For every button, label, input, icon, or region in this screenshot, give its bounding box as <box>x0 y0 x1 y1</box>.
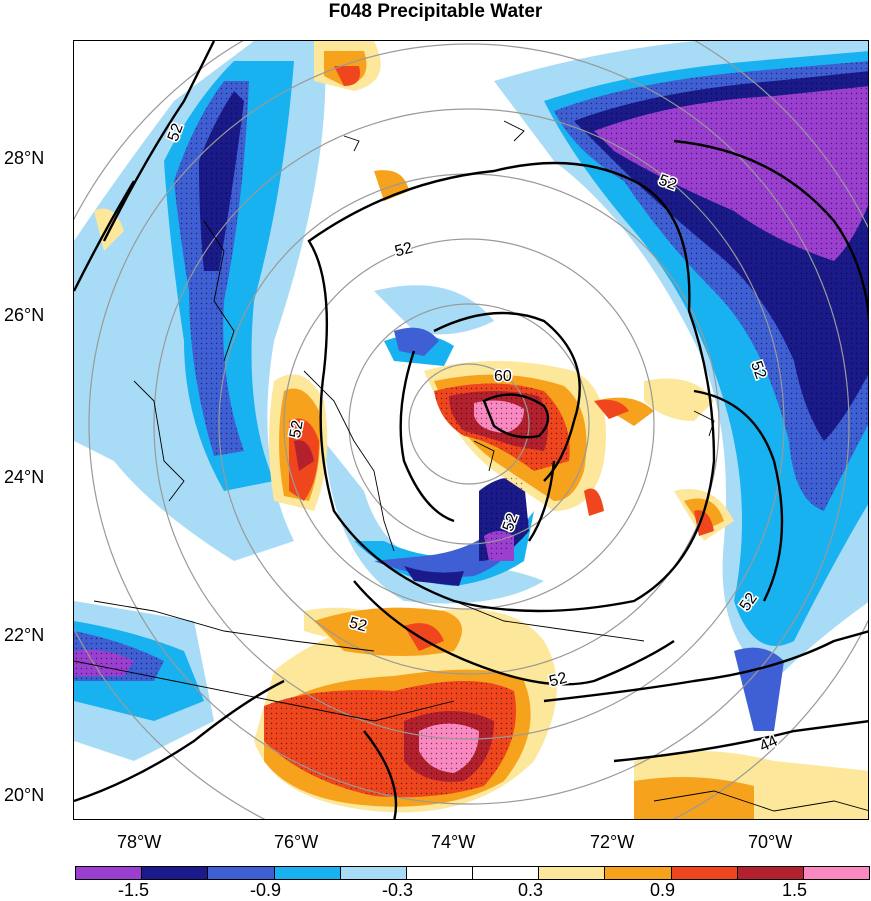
lon-label-70w: 70°W <box>748 832 793 852</box>
lat-label-26n: 26°N <box>4 305 45 325</box>
colorbar <box>75 866 870 880</box>
colorbar-segment <box>142 867 209 879</box>
lon-label-78w: 78°W <box>117 832 162 852</box>
colorbar-segment <box>473 867 540 879</box>
colorbar-label: -0.9 <box>250 880 282 900</box>
colorbar-segment <box>737 867 804 879</box>
lat-label-20n: 20°N <box>4 785 45 805</box>
colorbar-label: 0.9 <box>650 880 676 900</box>
colorbar-label: -1.5 <box>118 880 150 900</box>
contour-label: 60 <box>494 368 512 385</box>
map-canvas: 52 52 52 60 52 52 52 52 52 52 44 <box>74 41 868 819</box>
precipitable-water-map: 52 52 52 60 52 52 52 52 52 52 44 <box>73 40 869 820</box>
lat-label-28n: 28°N <box>4 148 45 168</box>
contour-label: 52 <box>287 419 307 440</box>
colorbar-label: 1.5 <box>782 880 808 900</box>
colorbar-segment <box>671 867 738 879</box>
significance-stippling <box>74 61 868 798</box>
lat-label-22n: 22°N <box>4 625 45 645</box>
colorbar-segment <box>539 867 606 879</box>
contour-label: 52 <box>393 239 415 260</box>
coastlines <box>74 120 868 812</box>
lat-label-24n: 24°N <box>4 467 45 487</box>
colorbar-label: 0.3 <box>518 880 544 900</box>
lon-label-74w: 74°W <box>431 832 476 852</box>
colorbar-segment <box>274 867 341 879</box>
colorbar-segment <box>340 867 407 879</box>
lon-label-72w: 72°W <box>590 832 635 852</box>
colorbar-segment <box>406 867 474 879</box>
contour-label: 52 <box>547 670 569 691</box>
colorbar-segment <box>208 867 275 879</box>
pw-contours <box>74 41 868 819</box>
map-title: F048 Precipitable Water <box>328 1 543 22</box>
colorbar-segment <box>605 867 672 879</box>
lon-label-76w: 76°W <box>274 832 319 852</box>
colorbar-label: -0.3 <box>382 880 414 900</box>
colorbar-segment <box>76 867 143 879</box>
colorbar-segment <box>803 867 870 879</box>
